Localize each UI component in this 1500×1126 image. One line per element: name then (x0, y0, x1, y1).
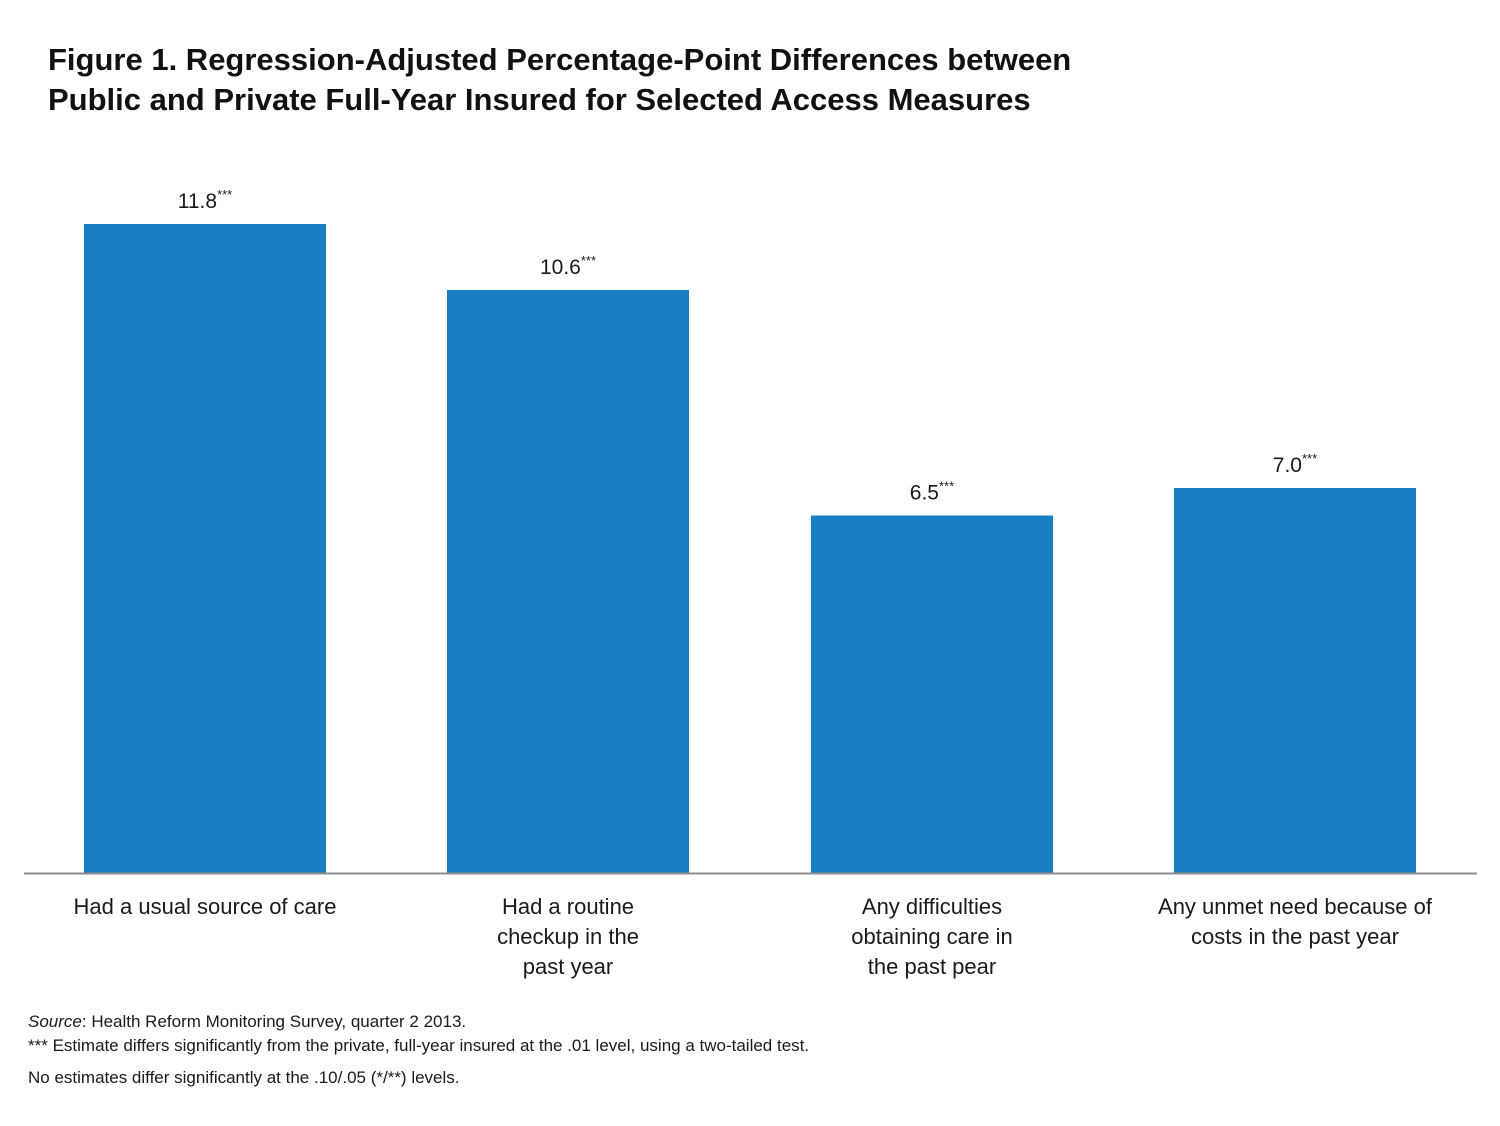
category-label-line: Had a routine (501, 894, 635, 919)
category-label-4: Any unmet need because of costs in the pa… (1115, 892, 1475, 952)
category-label-line: checkup in the (497, 924, 639, 949)
data-label-value: 6.5 (910, 482, 939, 505)
data-label-1: 11.8*** (178, 187, 233, 213)
significance-marker: *** (939, 479, 954, 494)
category-label-line: the past pear (867, 954, 997, 979)
significance-marker: *** (581, 253, 596, 268)
category-label-line: costs in the past year (1191, 924, 1399, 949)
chart-title-line-1: Figure 1. Regression-Adjusted Percentage… (48, 42, 1072, 77)
category-label-line: obtaining care in (851, 924, 1013, 949)
category-label-line: Any difficulties (861, 894, 1003, 919)
bar-2 (447, 290, 689, 873)
chart-notes: Source: Health Reform Monitoring Survey,… (28, 1010, 1428, 1090)
category-label-2: Had a routine checkup in the past year (418, 892, 718, 982)
bar-1 (84, 224, 326, 873)
category-label-line: Had a usual source of care (73, 894, 337, 919)
significance-marker: *** (217, 187, 232, 202)
category-label-3: Any difficulties obtaining care in the pas… (782, 892, 1082, 982)
data-label-4: 7.0*** (1273, 451, 1317, 477)
category-label-line: past year (522, 954, 614, 979)
data-label-value: 10.6 (540, 256, 581, 279)
category-label-1: Had a usual source of care (25, 892, 385, 922)
significance-note: *** Estimate differs significantly from … (28, 1036, 810, 1055)
source-text: : Health Reform Monitoring Survey, quart… (81, 1012, 467, 1031)
data-label-3: 6.5*** (910, 479, 954, 505)
bar-3 (811, 515, 1053, 873)
data-label-2: 10.6*** (540, 253, 596, 279)
bar-4 (1174, 488, 1416, 873)
chart-title-line-2: Public and Private Full-Year Insured for… (48, 82, 1031, 117)
data-label-value: 11.8 (178, 190, 217, 213)
source-label: Source (28, 1012, 82, 1031)
no-significance-note: No estimates differ significantly at the… (28, 1068, 460, 1087)
significance-marker: *** (1302, 451, 1317, 466)
data-label-value: 7.0 (1273, 454, 1302, 477)
chart-title: Figure 1. Regression-Adjusted Percentage… (48, 40, 1248, 120)
source-note: Source: Health Reform Monitoring Survey,… (28, 1010, 1428, 1034)
category-label-line: Any unmet need because of (1158, 894, 1432, 919)
